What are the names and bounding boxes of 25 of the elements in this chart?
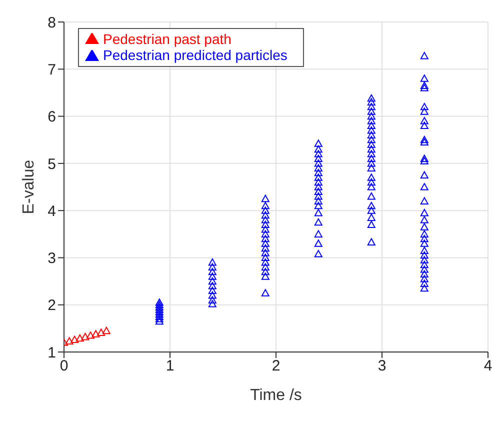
point (70, 336, 79, 344)
y-tick-label: 3 (48, 250, 56, 268)
x-tick-label: 3 (378, 358, 386, 375)
point (92, 330, 100, 338)
y-tick-label: 6 (48, 108, 56, 126)
y-tick-label: 4 (48, 202, 56, 220)
point (81, 332, 90, 340)
point (65, 337, 74, 344)
x-tick-label: 1 (166, 358, 174, 375)
y-tick-label: 8 (48, 14, 56, 32)
y-tick-label: 5 (48, 156, 56, 173)
point (102, 326, 110, 334)
point (76, 334, 84, 342)
x-tick-label: 2 (272, 358, 280, 375)
y-tick-label: 7 (48, 61, 56, 78)
y-tick-label: 2 (48, 297, 56, 314)
x-tick-label: 0 (60, 358, 68, 375)
y-axis-title: E-value (20, 160, 38, 214)
point (86, 332, 94, 339)
legend-label: Pedestrian predicted particles (103, 47, 288, 64)
point (97, 328, 106, 336)
x-tick-label: 4 (484, 358, 492, 375)
y-tick-label: 1 (48, 344, 56, 362)
x-axis-title: Time /s (250, 387, 302, 404)
legend-label: Pedestrian past path (103, 31, 232, 47)
